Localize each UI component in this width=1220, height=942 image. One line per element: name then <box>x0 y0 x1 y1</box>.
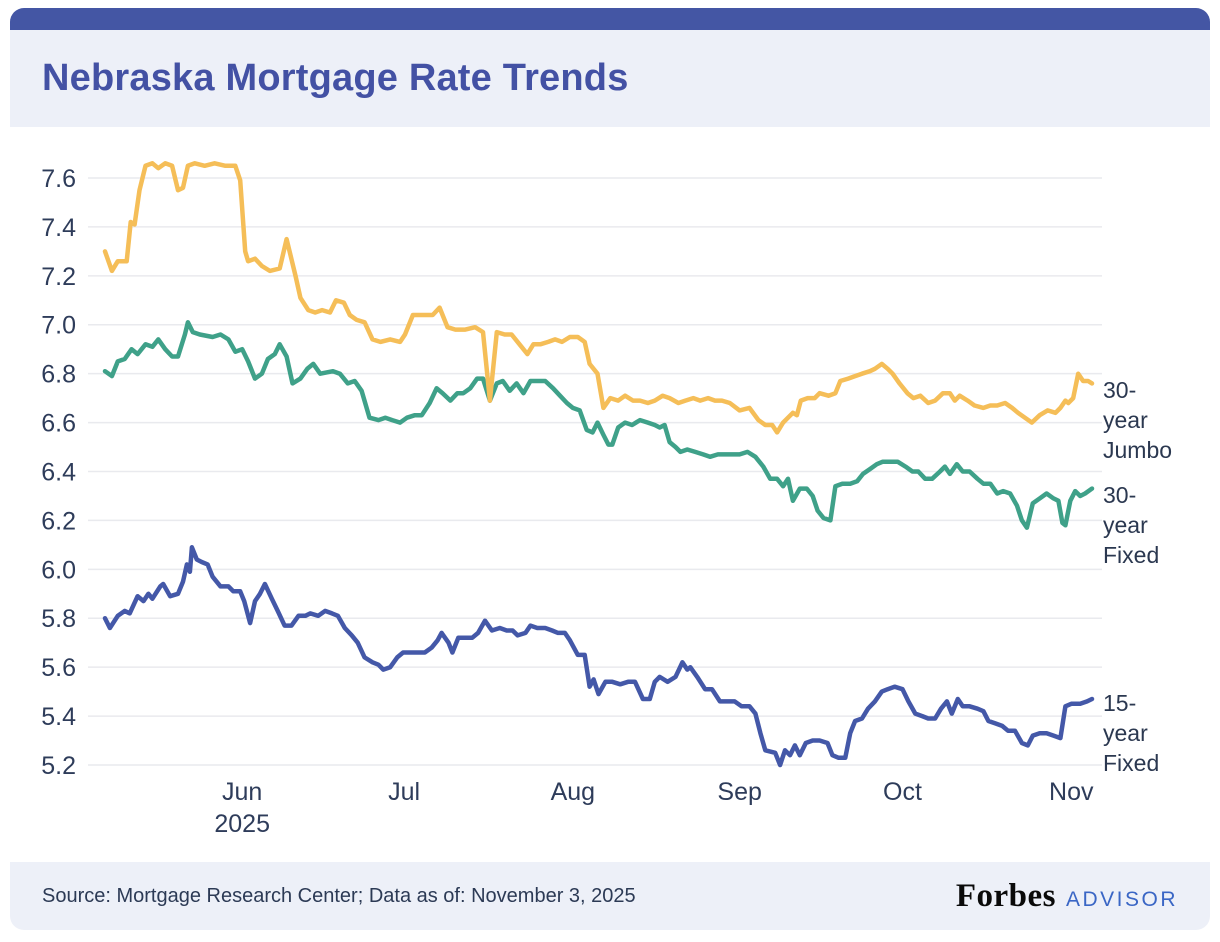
source-text: Source: Mortgage Research Center; Data a… <box>42 884 636 907</box>
forbes-wordmark: Forbes <box>955 877 1056 914</box>
y-tick-7.0: 7.0 <box>41 312 76 340</box>
x-tick-jul: Jul <box>388 778 420 806</box>
y-tick-6.4: 6.4 <box>41 458 76 486</box>
x-tick-sep: Sep <box>717 778 761 806</box>
x-tick-year: 2025 <box>214 810 270 838</box>
top-accent-bar <box>10 8 1210 30</box>
y-tick-6.8: 6.8 <box>41 361 76 389</box>
chart-header: Nebraska Mortgage Rate Trends <box>10 30 1210 127</box>
series-label-30-year-fixed: 30-year Fixed <box>1103 482 1160 568</box>
chart-footer: Source: Mortgage Research Center; Data a… <box>10 862 1210 930</box>
advisor-wordmark: ADVISOR <box>1065 887 1178 911</box>
y-tick-6.2: 6.2 <box>41 507 76 535</box>
x-tick-jun: Jun <box>222 778 262 806</box>
y-tick-5.4: 5.4 <box>41 703 76 731</box>
y-tick-5.8: 5.8 <box>41 605 76 633</box>
y-tick-7.2: 7.2 <box>41 263 76 291</box>
y-tick-7.6: 7.6 <box>41 165 76 193</box>
chart-area: 7.6 7.4 7.2 7.0 6.8 6.6 6.4 6.2 6.0 5.8 5.6 5.4 5.2 J… <box>10 127 1210 862</box>
chart-card: Nebraska Mortgage Rate Trends 7.6 7.4 7.2 7… <box>10 8 1210 930</box>
series-line-30-year-fixed <box>102 320 1095 530</box>
y-tick-5.6: 5.6 <box>41 654 76 682</box>
series-label-15-year-fixed: 15-year Fixed <box>1103 690 1160 776</box>
y-tick-7.4: 7.4 <box>41 214 76 242</box>
page-title: Nebraska Mortgage Rate Trends <box>42 57 629 99</box>
series-line-15-year-fixed <box>102 545 1095 768</box>
x-tick-nov: Nov <box>1049 778 1094 806</box>
series-label-30-year-jumbo: 30-year Jumbo <box>1103 377 1173 463</box>
forbes-advisor-logo: Forbes ADVISOR <box>956 878 1178 915</box>
chart-svg: 7.6 7.4 7.2 7.0 6.8 6.6 6.4 6.2 6.0 5.8 5.6 5.4 5.2 J… <box>41 161 1102 838</box>
y-tick-5.2: 5.2 <box>41 752 76 780</box>
y-tick-6.0: 6.0 <box>41 556 76 584</box>
series-line-30-year-jumbo <box>102 161 1095 435</box>
x-tick-aug: Aug <box>551 778 595 806</box>
x-tick-oct: Oct <box>883 778 922 806</box>
y-tick-6.6: 6.6 <box>41 410 76 438</box>
